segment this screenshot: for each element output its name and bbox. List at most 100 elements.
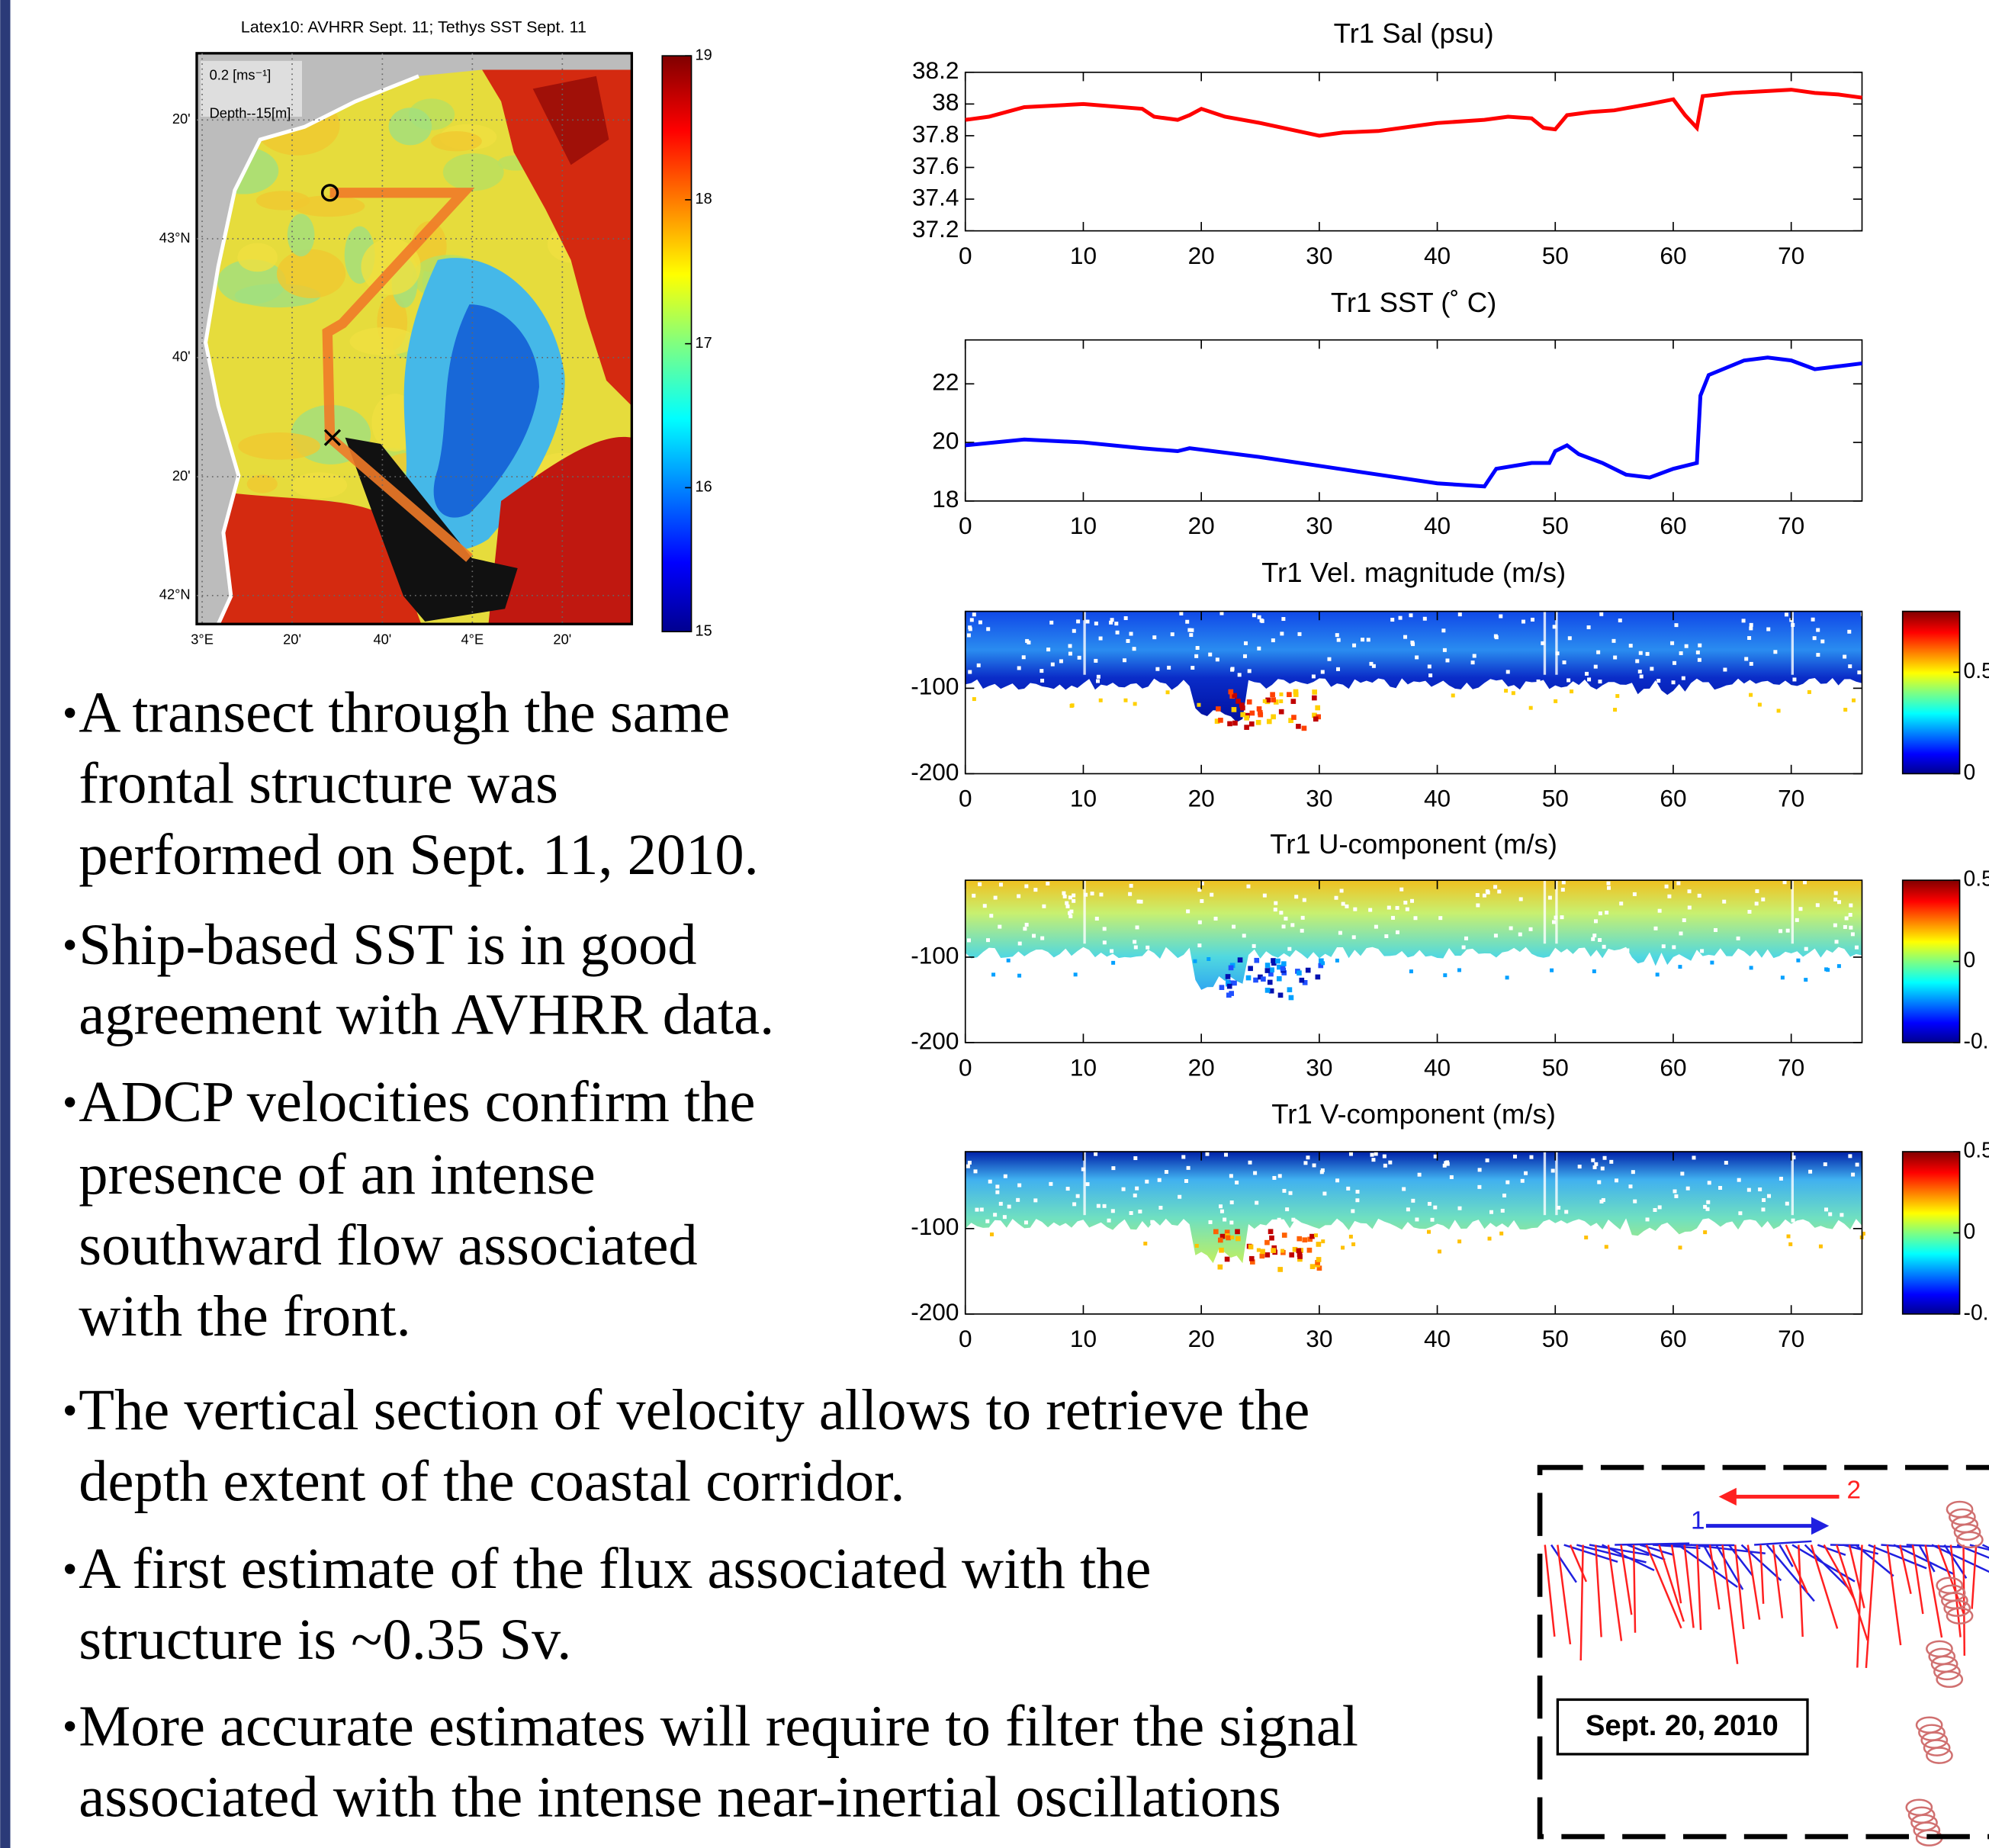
heatmap-gap (1722, 899, 1727, 904)
drifter-loop (1936, 1670, 1964, 1689)
heatmap-gap (1493, 885, 1498, 889)
heatmap-gap (1477, 1184, 1482, 1189)
heatmap-gap (1023, 927, 1027, 931)
x-tick-label: 70 (1778, 1325, 1804, 1352)
heatmap-gap (1687, 905, 1692, 910)
x-tick-label: 10 (1070, 242, 1097, 269)
heatmap-gap (1816, 653, 1820, 657)
heatmap-gap (1096, 1204, 1101, 1208)
x-tick-label: 70 (1778, 785, 1804, 812)
heatmap-cell (1678, 965, 1682, 969)
heatmap-gap (1784, 612, 1788, 617)
heatmap-gap (1670, 641, 1675, 645)
heatmap-gap (1090, 892, 1094, 896)
current-arrow (1798, 1544, 1804, 1637)
heatmap-gap (1049, 620, 1054, 625)
heatmap-gap (1552, 625, 1557, 629)
heatmap-gap (1191, 666, 1195, 670)
heatmap-gap (1110, 949, 1114, 953)
heatmap-gap (1461, 945, 1466, 950)
heatmap-area (965, 880, 1862, 990)
heatmap-gap (1577, 1165, 1582, 1169)
heatmap-gap (1657, 1205, 1662, 1210)
heatmap-cell (1843, 708, 1848, 712)
heatmap-cell (1348, 1234, 1353, 1239)
heatmap-cell (1313, 716, 1319, 722)
heatmap-cell (1280, 961, 1287, 967)
heatmap-gap (1129, 883, 1133, 888)
current-arrow (1544, 1544, 1556, 1637)
inset-frame (1537, 1464, 1989, 1840)
heatmap-gap (1145, 1179, 1149, 1184)
current-arrow (1899, 1544, 1912, 1595)
heatmap-gap (1272, 1175, 1277, 1180)
side-bar (0, 0, 11, 1848)
heatmap-cell (1194, 1243, 1199, 1248)
heatmap-gap (1543, 880, 1547, 944)
heatmap-gap (1811, 617, 1815, 622)
heatmap-gap (1230, 667, 1235, 672)
heatmap-cell (1264, 963, 1271, 968)
heatmap-cell (1256, 706, 1262, 712)
heatmap-cell (1302, 980, 1308, 985)
heatmap-gap (1338, 930, 1342, 935)
heatmap-gap (1114, 622, 1119, 626)
chart-title: Tr1 SST (˚ C) (1331, 287, 1496, 318)
heatmap-gap (1520, 1178, 1525, 1183)
heatmap-gap (1449, 1175, 1454, 1179)
bullet-text: Ship-based SST is in good (79, 912, 696, 977)
heatmap-gap (1847, 629, 1852, 634)
heatmap-gap (1815, 903, 1820, 908)
heatmap-gap (1094, 916, 1099, 921)
y-tick-label: 38.2 (912, 56, 959, 84)
heatmap-cell (1335, 958, 1339, 963)
heatmap-cell (1230, 1235, 1235, 1239)
heatmap-gap (1637, 669, 1642, 673)
heatmap-gap (1197, 888, 1202, 892)
bullet-text: performed on Sept. 11, 2010. (79, 822, 758, 887)
heatmap-gap (1049, 1181, 1053, 1186)
current-arrow (1931, 1544, 1989, 1573)
heatmap-cell (1256, 1248, 1261, 1252)
heatmap-cell (1260, 1249, 1265, 1255)
bullet-text: More accurate estimates will require to … (79, 1693, 1358, 1758)
current-arrow (1937, 1544, 1965, 1615)
heatmap-gap (968, 670, 972, 674)
heatmap-gap (1406, 1207, 1410, 1212)
heatmap-gap (1499, 614, 1503, 619)
heatmap-gap (1705, 1207, 1710, 1211)
heatmap-cell (1226, 1235, 1231, 1241)
heatmap-gap (1555, 880, 1558, 944)
heatmap-gap (1229, 1174, 1233, 1178)
heatmap-gap (1336, 667, 1340, 671)
heatmap-cell (1265, 697, 1271, 703)
heatmap-cell (1264, 988, 1271, 993)
heatmap-gap (1017, 894, 1021, 898)
heatmap-cell (1291, 715, 1297, 720)
heatmap-gap (1773, 650, 1778, 654)
heatmap-gap (1560, 888, 1565, 892)
x-tick-label: 50 (1542, 1325, 1569, 1352)
plot-frame (964, 610, 1863, 775)
heatmap-cell (1235, 1236, 1241, 1242)
heatmap-gap (1639, 674, 1644, 679)
heatmap-cell (1615, 694, 1620, 699)
sea-patch (246, 474, 278, 493)
heatmap-gap (1280, 632, 1284, 636)
heatmap-image (965, 611, 1865, 731)
heatmap-gap (1102, 927, 1107, 931)
heatmap-gap (1129, 1210, 1133, 1215)
x-tick-label: 0 (959, 512, 972, 539)
heatmap-gap (1287, 946, 1292, 951)
heatmap-gap (1792, 677, 1797, 682)
sea-patch (237, 243, 278, 272)
heatmap-cell (1703, 1230, 1708, 1235)
heatmap-gap (1246, 884, 1251, 889)
current-arrow (1971, 1544, 1978, 1609)
heatmap-gap (1441, 628, 1446, 633)
heatmap-gap (1843, 924, 1847, 929)
current-arrow (1911, 1544, 1924, 1615)
heatmap-gap (1531, 617, 1534, 622)
heatmap-cell (1293, 689, 1299, 695)
colorbar-tick-label: -0.5 (1964, 1300, 1989, 1324)
